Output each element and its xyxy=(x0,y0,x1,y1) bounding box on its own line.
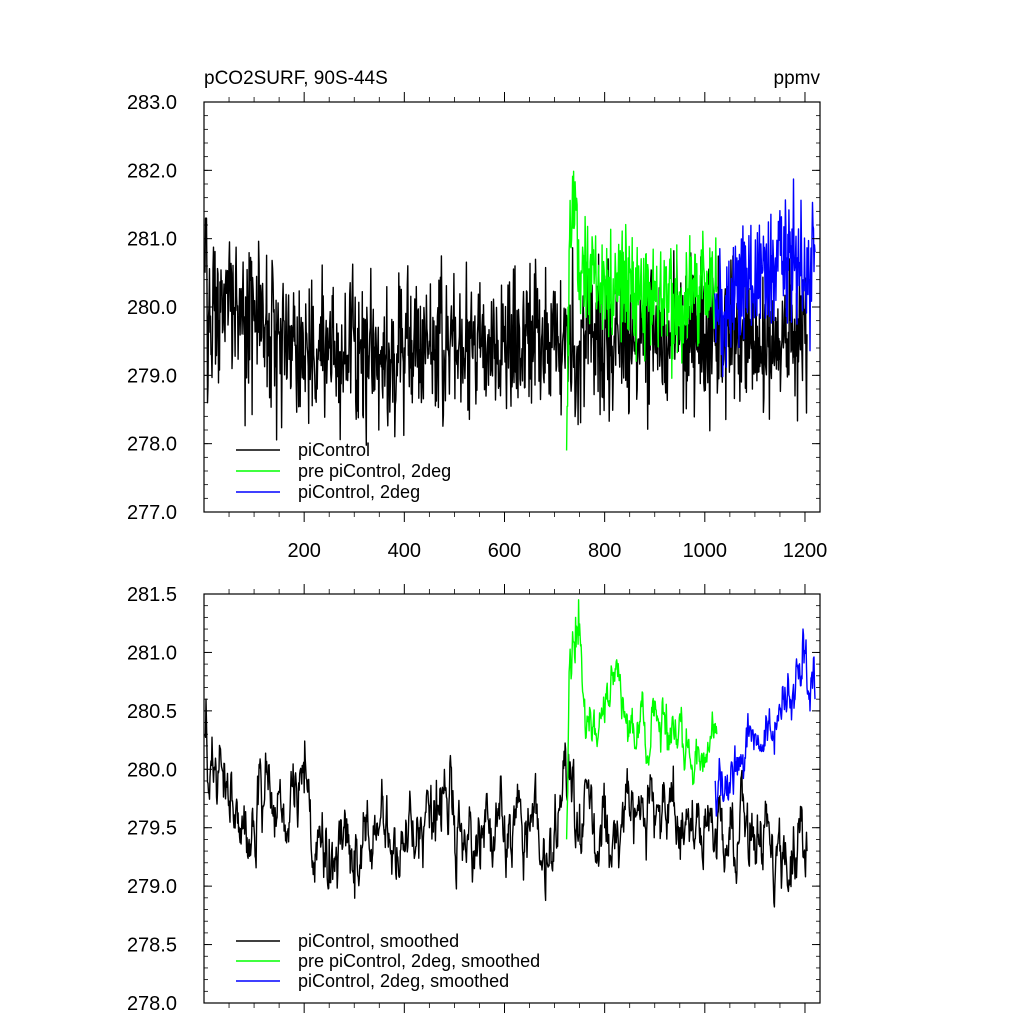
y-tick-label: 280.0 xyxy=(127,297,177,319)
series-line-2 xyxy=(565,599,718,840)
ticks-top: 277.0 278.0 279.0 280.0 281.0 282.0 283.0 200 40… xyxy=(127,92,827,562)
y-tick-label: 279.5 xyxy=(127,818,177,840)
x-tick-label: 600 xyxy=(488,540,521,562)
y-tick-label: 281.5 xyxy=(127,584,177,606)
series-line-2 xyxy=(565,170,718,451)
legend-label: piControl, 2deg, smoothed xyxy=(298,971,509,991)
series-group-top xyxy=(204,170,816,451)
legend-label: piControl xyxy=(298,440,370,460)
series-line-1 xyxy=(204,217,808,446)
legend-label: piControl, smoothed xyxy=(298,931,459,951)
x-tick-label: 400 xyxy=(388,540,421,562)
y-tick-label: 279.0 xyxy=(127,876,177,898)
legend-label: piControl, 2deg xyxy=(298,482,420,502)
chart-units: ppmv xyxy=(774,68,821,89)
series-line-1 xyxy=(204,698,808,908)
y-tick-label: 278.5 xyxy=(127,935,177,957)
y-tick-label: 280.5 xyxy=(127,701,177,723)
y-tick-label: 281.0 xyxy=(127,642,177,664)
chart-title: pCO2SURF, 90S-44S xyxy=(204,68,388,89)
series-line-3 xyxy=(714,178,816,378)
x-tick-label: 1200 xyxy=(783,540,828,562)
series-group-bottom xyxy=(204,599,816,908)
x-tick-label: 200 xyxy=(287,540,320,562)
x-tick-label: 800 xyxy=(588,540,621,562)
y-tick-label: 278.0 xyxy=(127,434,177,456)
panel-bottom: 278.0 278.5 279.0 279.5 280.0 280.5 281.0 281.5… xyxy=(127,584,821,1015)
y-tick-label: 278.0 xyxy=(127,993,177,1015)
y-tick-label: 279.0 xyxy=(127,365,177,387)
y-tick-label: 281.0 xyxy=(127,229,177,251)
ticks-bottom: 278.0 278.5 279.0 279.5 280.0 280.5 281.0 281.5 xyxy=(127,584,820,1015)
legend-label: pre piControl, 2deg xyxy=(298,461,451,481)
y-tick-label: 277.0 xyxy=(127,502,177,524)
y-tick-label: 280.0 xyxy=(127,759,177,781)
panel-top: pCO2SURF, 90S-44S ppmv 277.0 278.0 279.0 28… xyxy=(127,68,827,562)
x-tick-label: 1000 xyxy=(683,540,728,562)
series-line-3 xyxy=(714,628,816,817)
y-tick-label: 282.0 xyxy=(127,160,177,182)
plot-frame-bottom xyxy=(203,593,821,1004)
legend-label: pre piControl, 2deg, smoothed xyxy=(298,951,540,971)
y-tick-label: 283.0 xyxy=(127,92,177,114)
